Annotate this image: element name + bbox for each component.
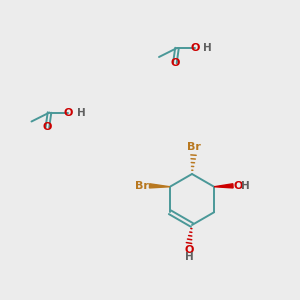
Text: O: O <box>64 107 73 118</box>
Text: H: H <box>184 252 194 262</box>
Text: O: O <box>43 122 52 133</box>
Text: H: H <box>203 43 212 53</box>
Polygon shape <box>214 184 233 188</box>
Text: O: O <box>234 181 243 191</box>
Text: Br: Br <box>187 142 200 152</box>
Text: H: H <box>241 181 250 191</box>
Text: O: O <box>190 43 200 53</box>
Text: Br: Br <box>135 181 148 191</box>
Polygon shape <box>149 184 170 188</box>
Text: O: O <box>184 245 194 255</box>
Text: H: H <box>77 107 85 118</box>
Text: O: O <box>170 58 180 68</box>
